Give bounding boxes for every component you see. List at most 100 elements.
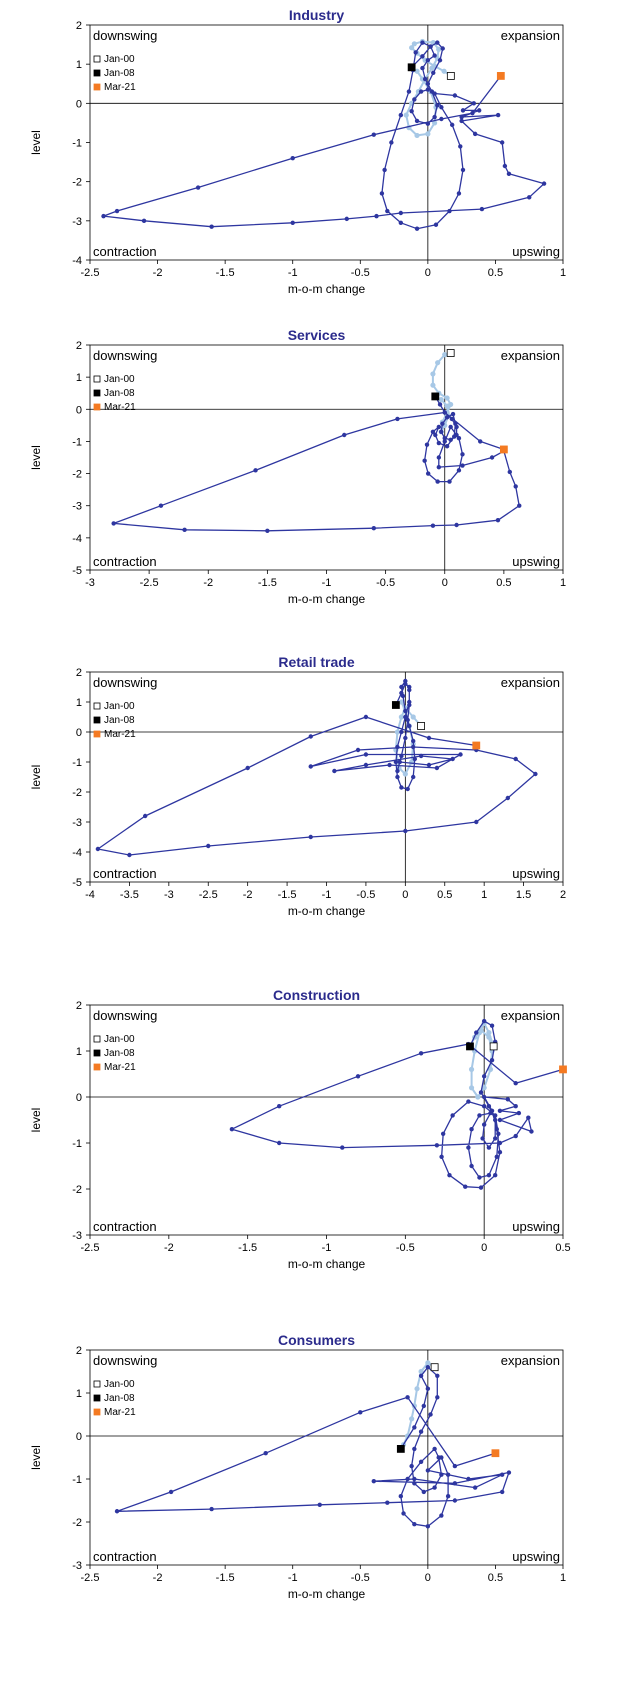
series-point bbox=[477, 108, 482, 113]
series-point bbox=[478, 439, 483, 444]
series-point bbox=[430, 429, 436, 434]
x-tick-label: -3 bbox=[164, 889, 174, 901]
x-tick-label: -2 bbox=[243, 889, 253, 901]
y-tick-label: 0 bbox=[76, 1092, 82, 1104]
series-point bbox=[418, 753, 424, 759]
marker-jan-08 bbox=[431, 392, 440, 401]
series-point bbox=[448, 437, 453, 443]
series-point bbox=[466, 1476, 471, 1482]
series-point bbox=[445, 1472, 451, 1477]
marker-mar-21 bbox=[496, 72, 505, 80]
y-tick-label: -3 bbox=[72, 1230, 82, 1242]
series-point bbox=[308, 764, 313, 769]
x-tick-label: 1.5 bbox=[516, 889, 531, 901]
x-tick-label: -2.5 bbox=[81, 1572, 100, 1584]
series-point bbox=[499, 1472, 505, 1477]
chart-2: Retail trade -4 -3.5 -3 -2.5 -2 -1.5 -1 -0.5 0 0.5… bbox=[29, 654, 566, 918]
series-point bbox=[452, 1498, 458, 1503]
quadrant-upswing: upswing bbox=[512, 1219, 560, 1234]
series-point bbox=[452, 1481, 458, 1486]
series-point bbox=[114, 1509, 120, 1514]
series-point bbox=[458, 144, 463, 149]
series-point bbox=[432, 1446, 437, 1452]
quadrant-expansion: expansion bbox=[501, 28, 560, 43]
legend-label: Jan-08 bbox=[104, 68, 135, 79]
series-point bbox=[422, 458, 427, 463]
series-point bbox=[371, 526, 376, 531]
series-point bbox=[395, 774, 400, 780]
series-point bbox=[439, 1154, 444, 1160]
series-point bbox=[387, 762, 392, 768]
y-axis-label: level bbox=[29, 445, 43, 470]
x-tick-label: -0.5 bbox=[396, 1242, 415, 1254]
series-point bbox=[420, 54, 425, 59]
series-point bbox=[389, 140, 394, 145]
x-tick-label: -1.5 bbox=[216, 267, 235, 279]
series-point bbox=[489, 1108, 495, 1114]
series-point bbox=[493, 1173, 498, 1178]
series-point bbox=[454, 522, 459, 528]
x-tick-label: 0.5 bbox=[437, 889, 452, 901]
series-point bbox=[506, 171, 512, 177]
chart-0: Industry -2.5 -2 -1.5 -1 -0.5 0 0.5 1 -4 -3 -2 -1 0 1 2… bbox=[29, 7, 566, 296]
series-point bbox=[430, 371, 436, 377]
legend-swatch bbox=[93, 1408, 101, 1416]
y-tick-label: -2 bbox=[72, 1517, 82, 1529]
series-point bbox=[434, 1143, 440, 1148]
plot-area bbox=[89, 1349, 564, 1566]
series-point bbox=[398, 112, 404, 118]
series-point bbox=[420, 65, 425, 71]
y-tick-label: -1 bbox=[72, 138, 82, 150]
series-point bbox=[442, 352, 448, 358]
series-point bbox=[437, 402, 443, 407]
series-point bbox=[450, 411, 456, 417]
series-point bbox=[444, 403, 450, 409]
y-tick-label: -2 bbox=[72, 787, 82, 799]
series-point bbox=[195, 185, 201, 190]
series-point bbox=[468, 1066, 475, 1072]
x-tick-label: -0.5 bbox=[351, 1572, 370, 1584]
series-point bbox=[466, 1099, 471, 1104]
series-point bbox=[418, 1429, 424, 1434]
series-point bbox=[533, 771, 538, 777]
series-point bbox=[411, 41, 417, 47]
y-tick-label: -3 bbox=[72, 817, 82, 829]
series-point bbox=[459, 118, 464, 124]
series-point bbox=[374, 213, 379, 219]
series-point bbox=[410, 714, 416, 720]
y-tick-label: 0 bbox=[76, 1431, 82, 1443]
x-tick-label: -1 bbox=[288, 267, 298, 279]
series-point bbox=[469, 1163, 474, 1169]
series-point bbox=[412, 1425, 417, 1430]
series-point bbox=[385, 208, 390, 214]
y-tick-label: -5 bbox=[72, 877, 82, 889]
x-tick-label: -2.5 bbox=[140, 577, 159, 589]
series-point bbox=[499, 140, 505, 145]
series-point bbox=[493, 1113, 498, 1118]
series-point bbox=[478, 1090, 484, 1095]
series-point bbox=[399, 684, 404, 690]
x-axis-label: m-o-m change bbox=[288, 1257, 366, 1271]
series-point bbox=[435, 1395, 440, 1400]
series-point bbox=[421, 1489, 427, 1495]
series-point bbox=[489, 1058, 495, 1063]
quadrant-expansion: expansion bbox=[501, 675, 560, 690]
series-point bbox=[437, 58, 443, 63]
series-point bbox=[414, 118, 420, 124]
series-point bbox=[449, 416, 455, 422]
series-point bbox=[182, 527, 187, 533]
y-tick-label: -4 bbox=[72, 533, 82, 545]
x-tick-label: -2 bbox=[153, 1572, 163, 1584]
series-point bbox=[342, 432, 347, 438]
x-tick-label: 0 bbox=[402, 889, 408, 901]
marker-jan-00 bbox=[489, 1042, 498, 1051]
series-point bbox=[409, 1463, 414, 1469]
series-point bbox=[481, 1094, 487, 1100]
quadrant-expansion: expansion bbox=[501, 1353, 560, 1368]
series-point bbox=[409, 108, 414, 114]
series-point bbox=[399, 729, 404, 735]
series-point bbox=[407, 702, 412, 708]
series-point bbox=[444, 395, 450, 401]
quadrant-contraction: contraction bbox=[93, 244, 157, 259]
legend-label: Mar-21 bbox=[104, 82, 136, 93]
